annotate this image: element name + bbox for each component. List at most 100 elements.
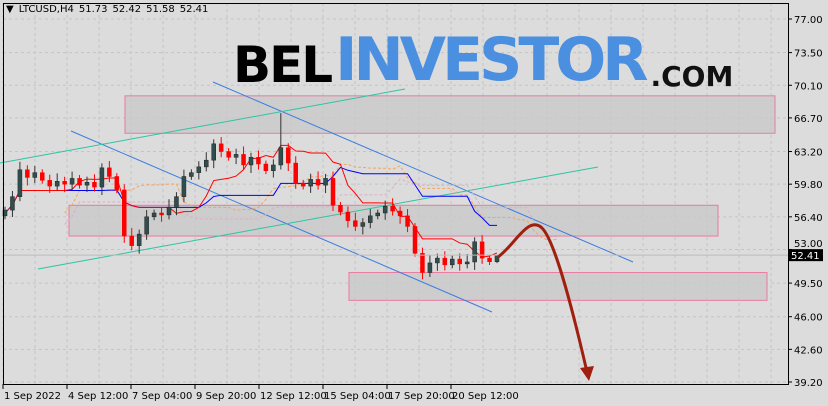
time-axis[interactable]: 1 Sep 2022 4 Sep 12:00 7 Sep 04:00 9 Sep 20… [2,384,519,402]
candle [308,173,313,193]
candle-body-bear [353,220,358,227]
candle-body-bear [159,212,164,216]
candles [2,113,500,280]
close-value: 52.41 [179,4,209,15]
open-value: 51.73 [78,4,108,15]
candle-body-bull [10,196,15,211]
candle [181,169,187,203]
candle [464,253,470,269]
y-tick-label: 42.60 [794,345,823,356]
candle-body-bear [315,179,321,186]
candle-body-bull [472,241,477,263]
candle [427,254,433,278]
price-zone[interactable] [348,272,768,301]
candle-body-bull [368,215,373,223]
candle-body-bear [129,235,134,246]
candle-body-bear [390,206,395,212]
candle-body-bear [442,257,448,266]
y-tick-label: 46.00 [794,313,823,324]
candle [300,179,306,190]
candle-body-bull [233,154,239,158]
candle-body-bull [136,233,142,246]
candle-body-bull [99,167,105,188]
candle [323,173,328,194]
candle [412,223,418,257]
high-value: 52.42 [112,4,142,15]
candle-body-bear [122,189,127,237]
candle-body-bull [360,222,366,227]
candle [286,143,291,172]
candle [196,161,202,180]
candle-body-bull [54,181,60,187]
candle [435,253,440,271]
price-axis[interactable]: 77.00 73.50 70.10 66.70 63.20 59.80 56.40 53.00… [788,15,823,389]
price-zone[interactable] [124,95,776,134]
forecast-arrowhead-icon [580,366,594,381]
candle [129,228,134,251]
candle [10,190,15,217]
candle [248,152,254,173]
candle-body-bear [92,182,97,188]
candle-body-bull [174,196,179,208]
candle [457,253,462,271]
candle [420,247,425,280]
candle-body-bull [69,178,75,185]
candle [241,146,246,170]
logo-com: .COM [650,60,734,93]
x-tick-label: 17 Sep 20:00 [388,391,455,402]
candle-body-bull [204,159,209,168]
candle [278,113,284,170]
candle-body-bear [479,241,485,259]
candle-body-bear [487,257,492,262]
candle-body-bear [226,151,231,158]
candle [397,206,403,224]
candle-body-bear [397,210,403,217]
candle [472,237,477,270]
candle [47,174,52,193]
candle [360,218,366,235]
candle-body-bull [181,176,187,197]
low-value: 51.58 [146,4,175,15]
y-tick-label: 56.40 [794,213,823,224]
dropdown-triangle-icon[interactable]: ▼ [6,4,14,15]
green-channel-upper[interactable] [0,88,406,164]
x-tick-label: 1 Sep 2022 [4,391,61,402]
candle [77,175,82,189]
y-tick-label: 49.50 [794,279,823,290]
candle-body-bear [300,182,306,187]
y-tick-label: 63.20 [794,148,823,159]
candle-body-bear [256,157,261,165]
candle [151,209,157,221]
y-tick-label: 59.80 [794,180,823,191]
candle-body-bear [241,154,246,166]
y-tick-label: 73.50 [794,49,823,60]
trend-channels[interactable] [0,81,634,313]
candle [174,192,179,216]
candle [330,171,336,211]
candle [114,173,120,194]
x-tick-label: 4 Sep 12:00 [68,391,128,402]
candle-body-bull [375,212,380,217]
candle-body-bull [427,262,433,273]
candle [17,161,23,202]
candle [405,209,410,233]
x-tick-label: 20 Sep 12:00 [452,391,519,402]
x-tick-label: 7 Sep 04:00 [132,391,192,402]
candle-body-bull [450,258,455,266]
candle [368,209,373,229]
candle-body-bear [107,167,112,177]
candle-body-bear [114,176,120,191]
candle-body-bull [189,172,194,177]
y-tick-label: 77.00 [794,15,823,26]
candle [390,198,395,216]
candle-body-bull [382,206,388,214]
y-tick-label: 70.10 [794,81,823,92]
candle-body-bull [144,216,149,235]
green-channel-lower[interactable] [37,166,599,270]
blue-channel-lower[interactable] [70,130,493,313]
candle-body-bear [345,211,351,221]
blue-channel-upper[interactable] [212,81,634,263]
candle-body-bear [338,205,343,213]
candle [92,174,97,192]
